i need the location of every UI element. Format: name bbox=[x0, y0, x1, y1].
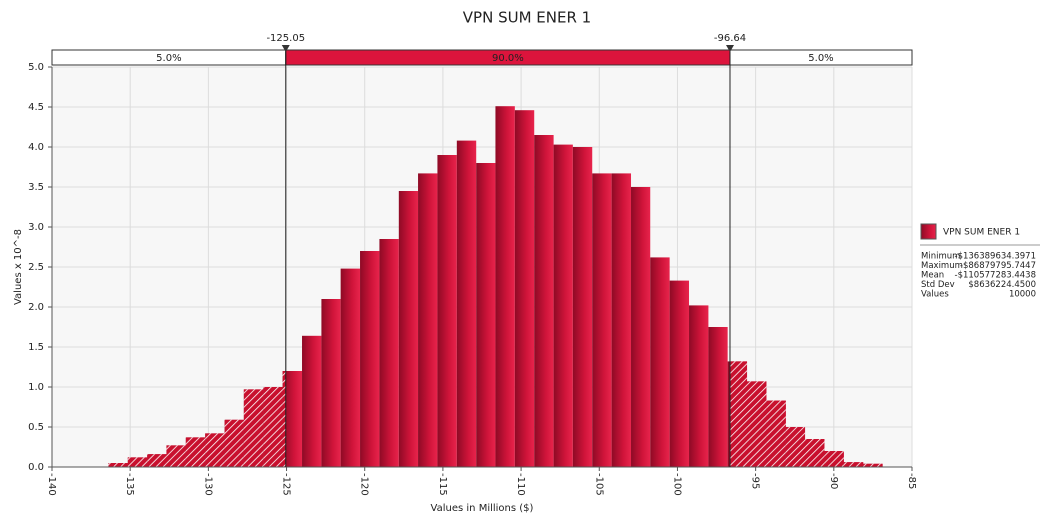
legend-swatch bbox=[920, 223, 937, 240]
bar-hatch bbox=[205, 433, 225, 467]
y-tick-label: 3.5 bbox=[28, 182, 44, 193]
bar-hatch bbox=[243, 389, 264, 467]
y-tick-label: 0.5 bbox=[28, 422, 44, 433]
x-axis-label: Values in Millions ($) bbox=[431, 503, 534, 514]
bar bbox=[360, 251, 380, 467]
stat-value: 10000 bbox=[1009, 290, 1036, 300]
x-tick-label: -130 bbox=[202, 473, 213, 496]
x-tick-label: -100 bbox=[671, 473, 682, 496]
x-tick-label: -95 bbox=[750, 473, 761, 489]
bar-hatch bbox=[147, 454, 167, 467]
bar-hatch bbox=[282, 371, 286, 467]
bar bbox=[514, 110, 535, 467]
bar bbox=[650, 257, 670, 467]
y-tick-label: 4.0 bbox=[28, 142, 44, 153]
stat-value: -$86879795.7447 bbox=[960, 261, 1036, 271]
delimiter-percent: 90.0% bbox=[492, 53, 524, 64]
y-tick-label: 0.0 bbox=[28, 462, 44, 473]
stat-value: -$136389634.3971 bbox=[955, 252, 1036, 262]
bar-hatch bbox=[863, 463, 883, 467]
x-tick-label: -110 bbox=[515, 473, 526, 496]
y-tick-label: 3.0 bbox=[28, 222, 44, 233]
y-tick-label: 1.5 bbox=[28, 342, 44, 353]
x-tick-label: -85 bbox=[906, 473, 917, 489]
bar bbox=[611, 173, 632, 467]
bar bbox=[592, 173, 612, 467]
x-tick-label: -115 bbox=[437, 473, 448, 496]
bar bbox=[534, 135, 554, 467]
bar bbox=[456, 140, 477, 467]
y-tick-label: 1.0 bbox=[28, 382, 44, 393]
stat-label: Minimum bbox=[921, 252, 960, 262]
y-tick-label: 2.5 bbox=[28, 262, 44, 273]
delimiter-value: -125.05 bbox=[266, 33, 305, 44]
bar bbox=[708, 327, 728, 467]
bar bbox=[379, 239, 399, 467]
bar-hatch bbox=[166, 445, 186, 467]
stat-label: Mean bbox=[921, 271, 944, 281]
x-tick-label: -120 bbox=[359, 473, 370, 496]
y-axis-label: Values x 10^-8 bbox=[13, 229, 24, 305]
bar-hatch bbox=[224, 419, 244, 467]
stat-label: Std Dev bbox=[921, 280, 955, 290]
bar bbox=[321, 299, 341, 467]
bar-hatch bbox=[785, 427, 806, 467]
delimiter-handle bbox=[281, 45, 290, 52]
bar-hatch bbox=[824, 451, 844, 467]
bar bbox=[476, 163, 496, 467]
bar-hatch bbox=[766, 400, 786, 467]
bar-hatch bbox=[108, 463, 128, 467]
bar-hatch bbox=[729, 361, 748, 467]
delimiter-handle bbox=[725, 45, 734, 52]
delimiter-percent: 5.0% bbox=[156, 53, 181, 64]
legend-name: VPN SUM ENER 1 bbox=[943, 228, 1020, 238]
bar bbox=[398, 191, 419, 467]
x-tick-label: -135 bbox=[124, 473, 135, 496]
bar bbox=[631, 187, 651, 467]
bar bbox=[669, 280, 690, 467]
stat-value: -$110577283.4438 bbox=[955, 271, 1036, 281]
bar bbox=[689, 305, 709, 467]
delimiter-value: -96.64 bbox=[714, 33, 746, 44]
x-tick-label: -90 bbox=[828, 473, 839, 489]
bar bbox=[282, 371, 303, 467]
bar bbox=[418, 173, 438, 467]
bar bbox=[340, 268, 361, 467]
bar-hatch bbox=[805, 439, 825, 467]
y-tick-label: 4.5 bbox=[28, 102, 44, 113]
stat-value: $8636224.4500 bbox=[968, 280, 1036, 290]
bar bbox=[553, 144, 573, 467]
x-tick-label: -140 bbox=[46, 473, 57, 496]
bar-hatch bbox=[263, 387, 283, 467]
bar-hatch bbox=[843, 462, 864, 467]
bar bbox=[495, 106, 515, 467]
y-tick-label: 2.0 bbox=[28, 302, 44, 313]
bar-hatch bbox=[185, 437, 206, 467]
delimiter-percent: 5.0% bbox=[808, 53, 833, 64]
x-tick-label: -125 bbox=[281, 473, 292, 496]
bar-hatch bbox=[747, 381, 767, 467]
stat-label: Maximum bbox=[921, 261, 963, 271]
stat-label: Values bbox=[921, 290, 949, 300]
bar bbox=[572, 147, 593, 467]
x-tick-label: -105 bbox=[593, 473, 604, 496]
y-tick-label: 5.0 bbox=[28, 62, 44, 73]
bar bbox=[302, 335, 322, 467]
bar-hatch bbox=[127, 457, 148, 467]
bar bbox=[437, 155, 457, 467]
chart-title: VPN SUM ENER 1 bbox=[463, 9, 591, 27]
